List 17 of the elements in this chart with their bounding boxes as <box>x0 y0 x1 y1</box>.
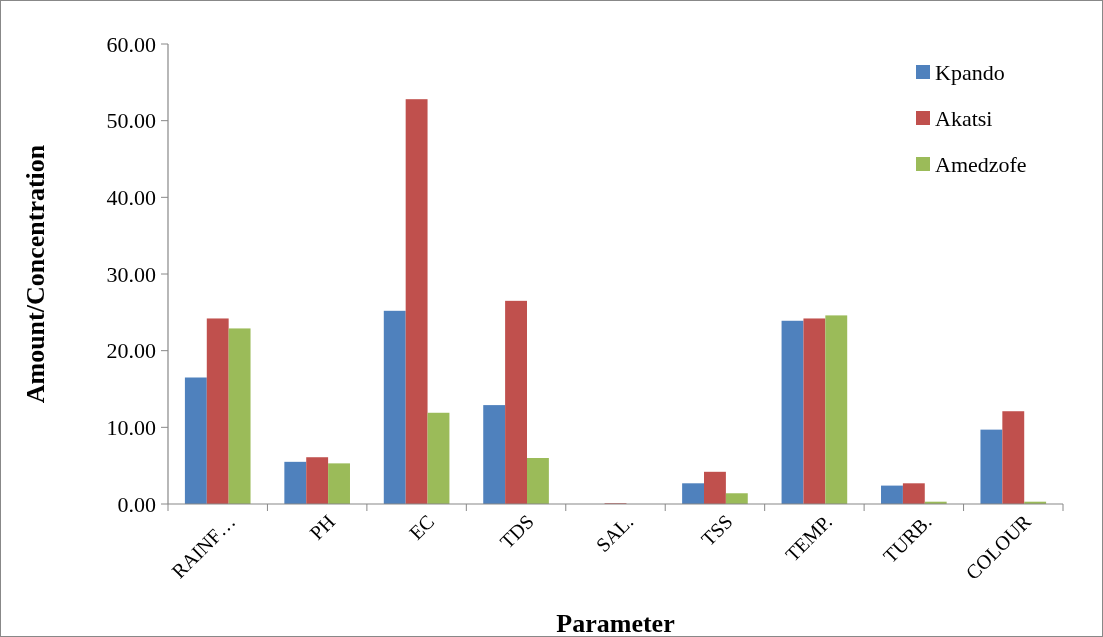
x-tick-label: PH <box>305 510 339 544</box>
y-tick-label: 60.00 <box>106 31 156 57</box>
y-tick-label: 30.00 <box>106 261 156 287</box>
legend-label: Amedzofe <box>935 151 1027 177</box>
legend-label: Akatsi <box>935 105 993 131</box>
x-tick-label: EC <box>404 510 439 544</box>
y-tick-label: 40.00 <box>106 185 156 211</box>
x-tick-label: SAL. <box>591 510 638 557</box>
y-tick-label: 0.00 <box>117 491 156 517</box>
x-axis-title: Parameter <box>556 609 675 637</box>
legend-label: Kpando <box>935 59 1005 85</box>
y-tick-label: 10.00 <box>106 415 156 441</box>
y-tick-label: 50.00 <box>106 108 156 134</box>
y-tick-label: 20.00 <box>106 338 156 364</box>
x-tick-label: TSS <box>696 510 737 551</box>
y-axis-title: Amount/Concentration <box>21 144 50 404</box>
x-tick-label: TDS <box>495 510 538 553</box>
